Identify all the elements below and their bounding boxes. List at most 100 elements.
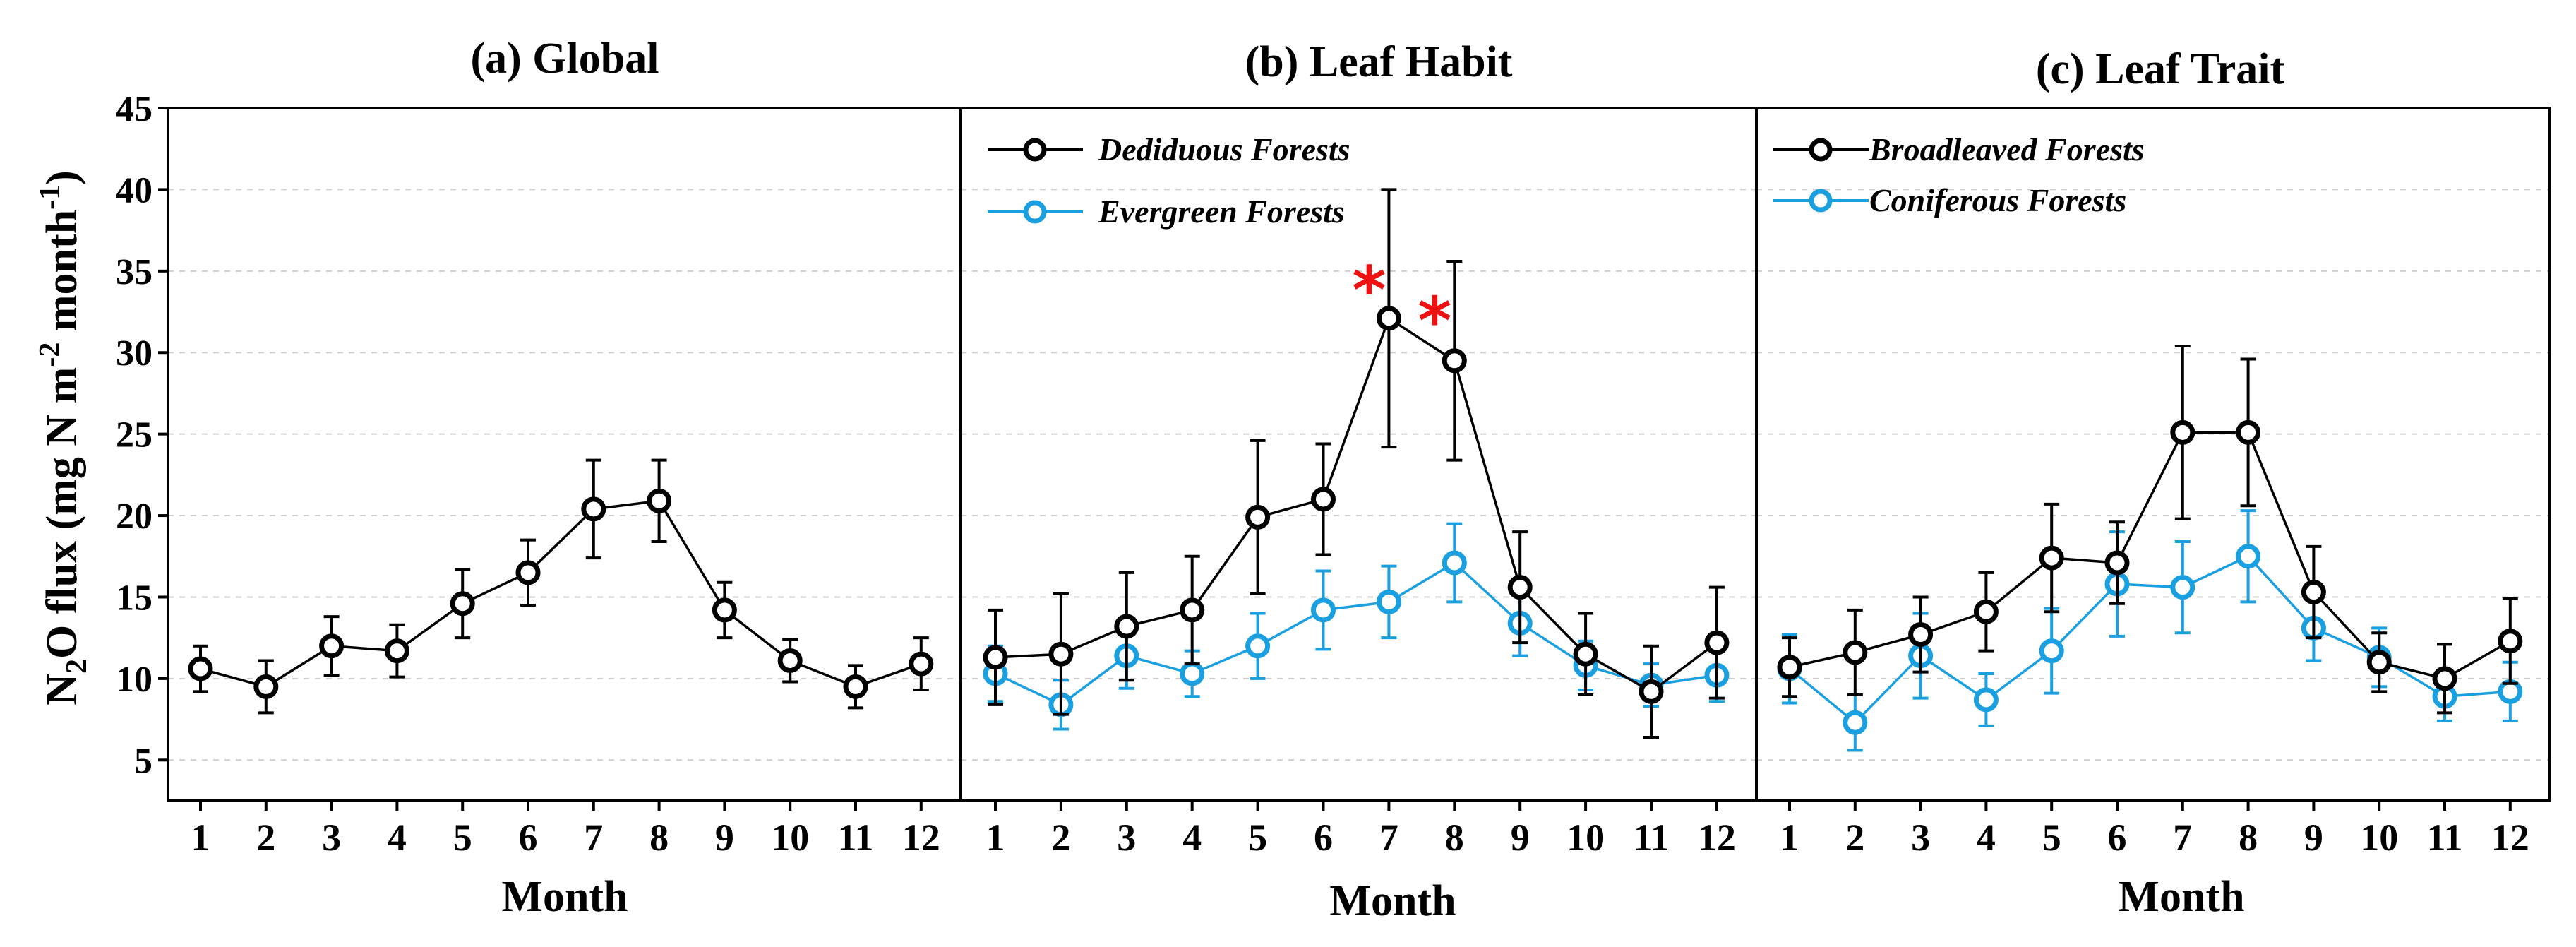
series-dediduous-forests	[983, 188, 1730, 739]
data-point	[1573, 641, 1598, 667]
panel-c-xlabel: Month	[2118, 873, 2244, 921]
series-coniferous-forests	[1777, 509, 2523, 752]
data-point	[1048, 641, 1074, 667]
data-point	[1777, 655, 1802, 680]
x-tick-label: 2	[256, 816, 275, 859]
y-axis-label: N2O flux (mg N m-2 month-1)	[34, 170, 93, 705]
significance-asterisk: *	[1418, 283, 1451, 359]
series-line	[1789, 431, 2511, 680]
series-line	[200, 499, 922, 689]
panel-c: (c) Leaf Trait Month 1 2 3 4 5 6 7 8 9 10 11 12 Bro…	[1755, 45, 2551, 921]
x-tick-label: 9	[2304, 816, 2323, 859]
data-point	[1843, 710, 1868, 735]
x-tick-label: 2	[1845, 816, 1864, 859]
data-point	[188, 656, 213, 681]
x-tick-label: 3	[322, 816, 341, 859]
panel-c-title: (c) Leaf Trait	[2036, 45, 2285, 93]
data-point	[2170, 575, 2195, 600]
y-tick-label: 35	[116, 252, 152, 292]
x-tick-label: 10	[771, 816, 809, 859]
data-point	[712, 597, 737, 623]
legend-marker-broadleaved	[1809, 138, 1833, 162]
panel-c-xticks: 1 2 3 4 5 6 7 8 9 10 11 12	[1780, 801, 2529, 859]
y-axis-label-mid2: month	[38, 210, 86, 343]
series-global	[188, 458, 934, 715]
x-tick-label: 4	[1182, 816, 1202, 859]
y-axis-label-end: )	[38, 170, 86, 185]
panel-c-grid	[1756, 189, 2550, 761]
panel-a-title: (a) Global	[471, 35, 659, 83]
data-point	[2039, 638, 2064, 664]
data-point	[319, 633, 345, 659]
y-axis-label-mid: O flux (mg N m	[38, 367, 86, 659]
data-point	[2366, 650, 2392, 675]
panel-b-annotations: * *	[1352, 252, 1451, 359]
panel-a-grid	[168, 189, 961, 761]
x-tick-label: 6	[519, 816, 538, 859]
data-point	[2432, 666, 2457, 691]
data-point	[983, 645, 1008, 670]
y-axis-label-sub: 2	[61, 659, 93, 674]
series-broadleaved-forests	[1777, 345, 2523, 715]
y-tick-label: 20	[116, 496, 152, 537]
data-point	[1973, 687, 1999, 713]
x-tick-label: 9	[1511, 816, 1530, 859]
panel-b-series	[983, 188, 1730, 739]
x-tick-label: 12	[1698, 816, 1736, 859]
panel-b-title: (b) Leaf Habit	[1245, 38, 1513, 86]
panel-a-frame	[167, 107, 962, 802]
data-point	[384, 638, 409, 664]
data-point	[2236, 544, 2261, 569]
x-tick-label: 6	[1314, 816, 1333, 859]
data-point	[1704, 630, 1730, 655]
y-tick-label: 45	[116, 89, 152, 129]
x-tick-label: 5	[1248, 816, 1267, 859]
series-line	[995, 316, 1718, 693]
panel-c-frame	[1755, 107, 2551, 802]
x-tick-label: 5	[453, 816, 472, 859]
x-tick-label: 4	[1977, 816, 1996, 859]
x-tick-label: 11	[2426, 816, 2462, 859]
x-tick-label: 8	[649, 816, 669, 859]
data-point	[581, 496, 606, 522]
panel-b-xlabel: Month	[1329, 877, 1456, 925]
data-point	[2039, 545, 2064, 571]
x-tick-label: 12	[902, 816, 940, 859]
significance-asterisk: *	[1352, 252, 1386, 328]
x-tick-label: 10	[2360, 816, 2398, 859]
data-point	[2170, 419, 2195, 445]
y-tick-label: 5	[134, 741, 152, 781]
data-point	[1507, 575, 1533, 600]
data-point	[1639, 679, 1664, 704]
data-point	[2498, 629, 2523, 654]
data-point	[1376, 589, 1401, 614]
y-tick-label: 40	[116, 170, 152, 210]
panel-a-xticks: 1 2 3 4 5 6 7 8 9 10 11 12	[191, 801, 940, 859]
x-tick-label: 8	[1445, 816, 1464, 859]
y-tick-label: 10	[116, 660, 152, 700]
x-tick-label: 7	[584, 816, 603, 859]
x-tick-label: 10	[1566, 816, 1605, 859]
legend-label-deciduous: Dediduous Forests	[1098, 131, 1350, 167]
panel-a-series	[188, 458, 934, 715]
data-point	[1843, 640, 1868, 665]
series-line	[1788, 554, 2510, 725]
panel-c-legend: Broadleaved Forests Coniferous Forests	[1773, 131, 2145, 218]
x-tick-label: 9	[715, 816, 734, 859]
y-tick-label: 30	[116, 333, 152, 374]
panel-b: (b) Leaf Habit Month 1 2 3 4 5 6 7 8 9 10 11 12 Ded…	[959, 38, 1758, 925]
x-tick-label: 8	[2239, 816, 2258, 859]
data-point	[450, 591, 475, 617]
y-tick-label: 15	[116, 578, 152, 618]
data-point	[647, 488, 672, 513]
data-point	[2104, 550, 2130, 576]
legend-label-evergreen: Evergreen Forests	[1098, 193, 1345, 230]
panel-b-grid	[961, 189, 1756, 761]
y-tick-label: 25	[116, 415, 152, 455]
x-tick-label: 12	[2491, 816, 2529, 859]
x-tick-label: 5	[2042, 816, 2061, 859]
series-evergreen-forests	[983, 522, 1730, 731]
data-point	[2236, 419, 2261, 445]
